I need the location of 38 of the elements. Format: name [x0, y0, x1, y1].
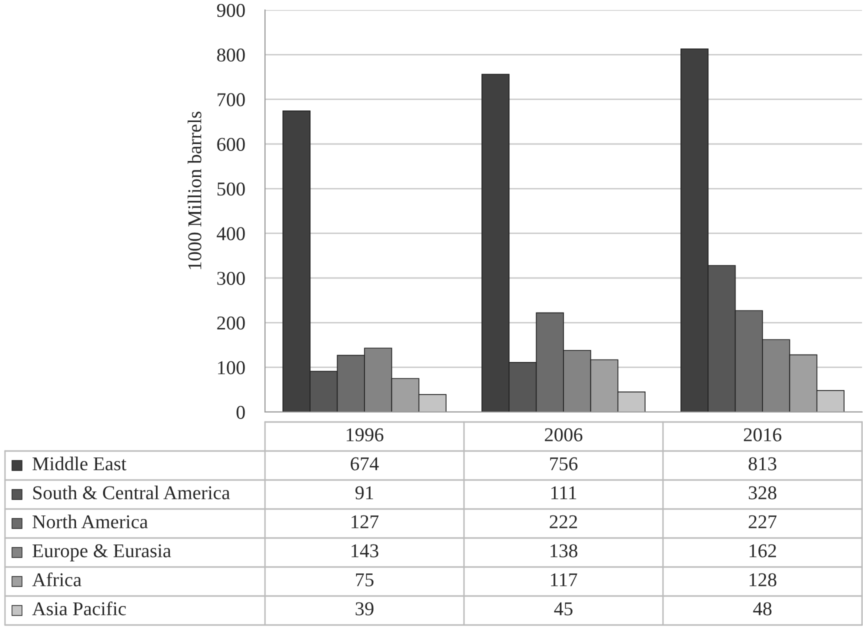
- data-label: 48: [753, 602, 772, 616]
- y-tick-label: 0: [236, 406, 245, 419]
- y-tick-label: 800: [217, 48, 245, 62]
- y-tick-label: 100: [218, 361, 245, 374]
- data-label: 117: [550, 573, 578, 586]
- legend-label: Asia Pacific: [32, 601, 126, 616]
- data-label: 91: [355, 486, 374, 500]
- y-tick-label: 400: [216, 227, 245, 240]
- y-tick-label: 300: [217, 272, 245, 285]
- data-label: 674: [350, 457, 379, 470]
- data-label: 328: [748, 486, 776, 500]
- data-label: 127: [352, 515, 379, 528]
- y-tick-label: 200: [217, 316, 245, 330]
- data-label: 75: [356, 573, 374, 586]
- data-label: 143: [352, 544, 378, 558]
- x-tick-label: 1996: [346, 428, 384, 442]
- data-label: 222: [550, 515, 578, 528]
- y-tick-label: 700: [218, 93, 245, 106]
- data-label: 111: [551, 486, 576, 500]
- data-label: 138: [550, 544, 578, 558]
- y-axis-title: 1000 Million barrels: [188, 112, 202, 270]
- legend-label: South & Central America: [33, 486, 230, 500]
- x-tick-label: 2016: [744, 428, 782, 442]
- legend-label: Middle East: [32, 456, 126, 470]
- legend-label: North America: [32, 514, 148, 528]
- data-label: 756: [550, 457, 578, 470]
- data-label: 45: [554, 602, 572, 616]
- data-label: 162: [750, 544, 776, 558]
- data-label: 813: [748, 457, 776, 470]
- legend-label: Europe & Eurasia: [32, 544, 172, 562]
- data-label: 227: [748, 515, 777, 528]
- data-label: 39: [356, 602, 374, 616]
- y-tick-label: 600: [217, 138, 245, 151]
- x-tick-label: 2006: [544, 428, 582, 442]
- y-tick-label: 500: [218, 182, 245, 196]
- legend-label: Africa: [32, 572, 82, 586]
- y-tick-label: 900: [217, 4, 245, 17]
- data-label: 128: [750, 573, 776, 586]
